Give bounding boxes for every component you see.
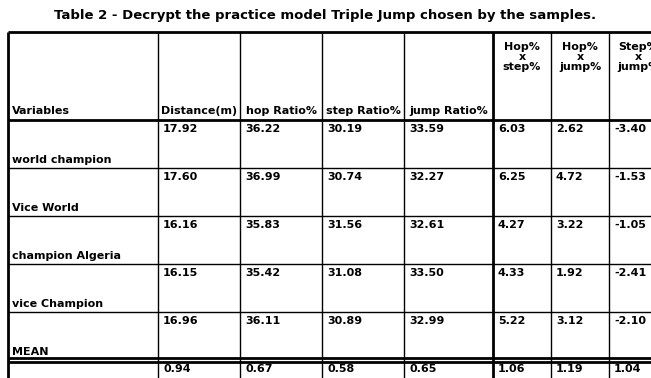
Text: 6.25: 6.25 [498,172,525,182]
Text: Step%: Step% [618,42,651,52]
Text: jump%: jump% [617,62,651,72]
Text: 2.62: 2.62 [556,124,584,134]
Text: world champion: world champion [12,155,111,165]
Text: Hop%: Hop% [504,42,540,52]
Text: 36.22: 36.22 [245,124,280,134]
Text: vice Champion: vice Champion [12,299,103,309]
Text: x: x [576,52,583,62]
Text: 31.56: 31.56 [327,220,362,230]
Text: 32.99: 32.99 [409,316,445,326]
Text: Hop%: Hop% [562,42,598,52]
Text: 4.72: 4.72 [556,172,584,182]
Text: Variables: Variables [12,106,70,116]
Text: 1.19: 1.19 [556,364,584,374]
Text: 35.42: 35.42 [245,268,280,278]
Text: 17.60: 17.60 [163,172,199,182]
Text: 33.59: 33.59 [409,124,444,134]
Text: 4.27: 4.27 [498,220,525,230]
Text: 17.92: 17.92 [163,124,199,134]
Text: 1.06: 1.06 [498,364,525,374]
Text: jump Ratio%: jump Ratio% [409,106,488,116]
Text: step%: step% [503,62,541,72]
Text: 33.50: 33.50 [409,268,444,278]
Text: jump%: jump% [559,62,601,72]
Text: 31.08: 31.08 [327,268,362,278]
Text: -1.05: -1.05 [614,220,646,230]
Text: 1.04: 1.04 [614,364,641,374]
Text: 0.58: 0.58 [327,364,354,374]
Text: 16.16: 16.16 [163,220,199,230]
Text: 1.92: 1.92 [556,268,584,278]
Text: 6.03: 6.03 [498,124,525,134]
Text: -1.53: -1.53 [614,172,646,182]
Text: 4.33: 4.33 [498,268,525,278]
Text: Distance(m): Distance(m) [161,106,237,116]
Text: 36.99: 36.99 [245,172,281,182]
Text: -3.40: -3.40 [614,124,646,134]
Text: MEAN: MEAN [12,347,49,357]
Text: 30.19: 30.19 [327,124,362,134]
Text: hop Ratio%: hop Ratio% [245,106,316,116]
Text: 16.15: 16.15 [163,268,199,278]
Text: x: x [635,52,642,62]
Text: Vice World: Vice World [12,203,79,213]
Text: 3.12: 3.12 [556,316,583,326]
Text: 3.22: 3.22 [556,220,583,230]
Text: -2.41: -2.41 [614,268,646,278]
Text: 35.83: 35.83 [245,220,280,230]
Text: champion Algeria: champion Algeria [12,251,121,261]
Text: 36.11: 36.11 [245,316,280,326]
Text: 30.74: 30.74 [327,172,362,182]
Text: step Ratio%: step Ratio% [326,106,400,116]
Text: 5.22: 5.22 [498,316,525,326]
Text: Table 2 - Decrypt the practice model Triple Jump chosen by the samples.: Table 2 - Decrypt the practice model Tri… [55,9,596,22]
Text: 0.67: 0.67 [245,364,273,374]
Text: x: x [518,52,525,62]
Text: 32.27: 32.27 [409,172,444,182]
Text: 32.61: 32.61 [409,220,444,230]
Text: 30.89: 30.89 [327,316,362,326]
Text: 0.94: 0.94 [163,364,191,374]
Text: -2.10: -2.10 [614,316,646,326]
Text: 0.65: 0.65 [409,364,436,374]
Text: 16.96: 16.96 [163,316,199,326]
